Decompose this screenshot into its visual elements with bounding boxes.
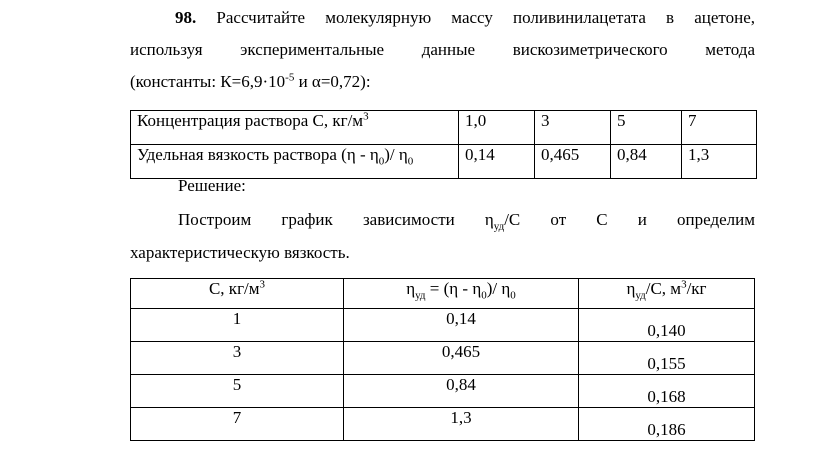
- table2: С, кг/м3 ηуд = (η - η0)/ η0 ηуд/С, м3/кг…: [130, 278, 755, 441]
- cell: Концентрация раствора С, кг/м3: [130, 110, 459, 145]
- sub: 0: [510, 289, 516, 302]
- text: С, кг/м: [208, 279, 260, 298]
- text: используя экспериментальные данные виско…: [130, 40, 755, 59]
- header-cell: ηуд/С, м3/кг: [578, 278, 755, 309]
- sup: 3: [259, 278, 266, 291]
- row: 7 1,3 0,186: [130, 407, 755, 441]
- sup: 3: [363, 110, 369, 123]
- cell: 7: [130, 407, 344, 441]
- sup: -5: [285, 71, 295, 84]
- problem-line: используя экспериментальные данные виско…: [130, 40, 755, 60]
- sub: 0: [407, 155, 414, 168]
- problem-line: 98. Рассчитайте молекулярную массу полив…: [130, 8, 755, 28]
- sub: уд: [493, 220, 505, 233]
- problem-number: 98.: [175, 8, 197, 27]
- row: Удельная вязкость раствора (η - η0)/ η0 …: [130, 144, 757, 179]
- cell: 0,14: [458, 144, 535, 179]
- header-row: С, кг/м3 ηуд = (η - η0)/ η0 ηуд/С, м3/кг: [130, 278, 755, 309]
- header-cell: С, кг/м3: [130, 278, 344, 309]
- text: )/ η: [486, 279, 511, 298]
- text: /кг: [686, 279, 707, 298]
- header-cell: ηуд = (η - η0)/ η0: [343, 278, 579, 309]
- sub: 0: [481, 289, 487, 302]
- text: /С от С и определим: [504, 210, 756, 229]
- cell: 0,84: [343, 374, 579, 408]
- cell: 3: [130, 341, 344, 375]
- cell: 1,3: [343, 407, 579, 441]
- problem-line: (константы: К=6,9·10-5 и α=0,72):: [130, 72, 755, 92]
- table1: Концентрация раствора С, кг/м3 1,0 3 5 7…: [130, 110, 757, 179]
- cell: 0,168: [578, 374, 755, 408]
- cell: 1,3: [681, 144, 757, 179]
- row: 3 0,465 0,155: [130, 341, 755, 375]
- sub: уд: [415, 289, 426, 302]
- sup: 3: [681, 278, 687, 291]
- cell: 7: [681, 110, 757, 145]
- cell: 0,155: [578, 341, 755, 375]
- text: )/ η: [384, 145, 408, 164]
- text: Удельная вязкость раствора (η - η: [137, 145, 379, 164]
- cell: 0,140: [578, 308, 755, 342]
- cell: 0,465: [343, 341, 579, 375]
- row: Концентрация раствора С, кг/м3 1,0 3 5 7: [130, 110, 757, 145]
- cell: 0,14: [343, 308, 579, 342]
- cell: 1,0: [458, 110, 535, 145]
- text: /С, м: [645, 279, 682, 298]
- cell: 5: [610, 110, 682, 145]
- text: Концентрация раствора С, кг/м: [137, 111, 364, 130]
- cell: 5: [130, 374, 344, 408]
- cell: Удельная вязкость раствора (η - η0)/ η0: [130, 144, 459, 179]
- text: и α=0,72):: [294, 72, 371, 91]
- text: η: [626, 279, 636, 298]
- row: 5 0,84 0,168: [130, 374, 755, 408]
- cell: 0,186: [578, 407, 755, 441]
- solution-heading: Решение:: [178, 176, 246, 195]
- row: 1 0,14 0,140: [130, 308, 755, 342]
- sub: уд: [635, 289, 646, 302]
- sub: 0: [378, 155, 385, 168]
- cell: 3: [534, 110, 611, 145]
- cell: 0,465: [534, 144, 611, 179]
- solution-line: Построим график зависимости ηуд/С от С и…: [130, 210, 756, 233]
- cell: 1: [130, 308, 344, 342]
- solution-line: характеристическую вязкость.: [130, 243, 350, 262]
- cell: 0,84: [610, 144, 682, 179]
- text: Рассчитайте молекулярную массу поливинил…: [216, 8, 755, 27]
- text: Построим график зависимости η: [178, 210, 494, 229]
- text: (константы: К=6,9·10: [130, 72, 286, 91]
- text: = (η - η: [425, 279, 482, 298]
- text: η: [406, 279, 416, 298]
